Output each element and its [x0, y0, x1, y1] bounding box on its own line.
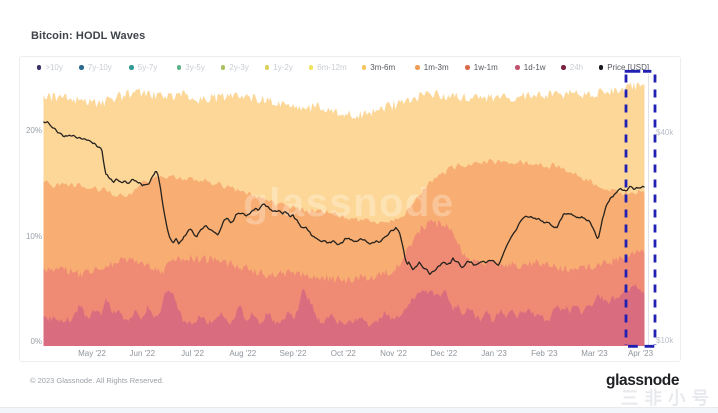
svg-text:glassnode: glassnode	[243, 181, 454, 225]
